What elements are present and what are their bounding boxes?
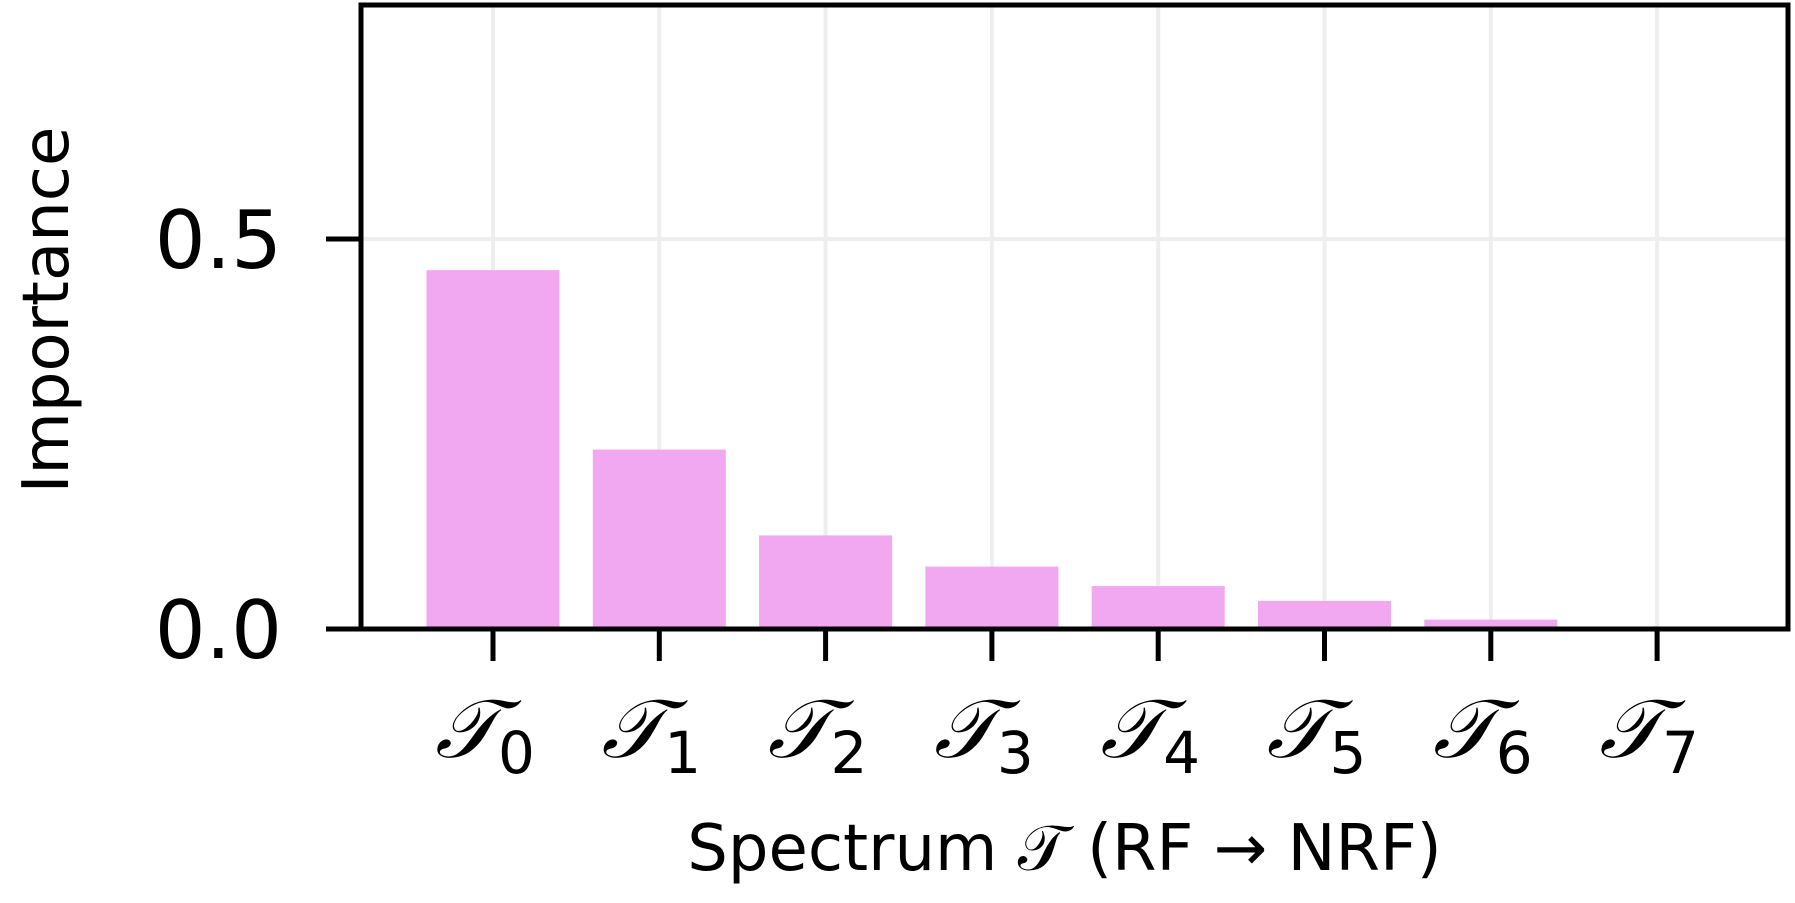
bar [759, 535, 893, 629]
bar [1424, 619, 1558, 629]
bars [426, 270, 1558, 629]
bar [592, 449, 726, 629]
y-axis-label: Importance [10, 127, 84, 494]
y-axis-ticks: 0.0 0.5 [155, 194, 361, 677]
x-tick-label: 𝒯0 [435, 682, 535, 787]
x-axis-label: Spectrum 𝒯 (RF → NRF) [687, 812, 1442, 886]
plot-frame [358, 2, 1791, 632]
grid-lines [361, 5, 1788, 631]
x-axis-ticks: 𝒯0 𝒯1 𝒯2 𝒯3 𝒯4 𝒯5 𝒯6 𝒯7 [435, 629, 1699, 787]
x-tick-label: 𝒯3 [934, 682, 1034, 787]
bar [1091, 586, 1225, 629]
x-tick-label: 𝒯6 [1433, 682, 1533, 787]
bar [925, 566, 1059, 629]
y-tick-label: 0.5 [155, 194, 282, 287]
bar [1258, 600, 1391, 629]
x-tick-label: 𝒯4 [1100, 682, 1200, 787]
x-tick-label: 𝒯1 [601, 682, 701, 787]
y-tick-label: 0.0 [155, 584, 282, 677]
bar [426, 270, 560, 629]
x-tick-label: 𝒯5 [1267, 682, 1367, 787]
x-tick-label: 𝒯7 [1599, 682, 1699, 787]
x-tick-label: 𝒯2 [768, 682, 868, 787]
